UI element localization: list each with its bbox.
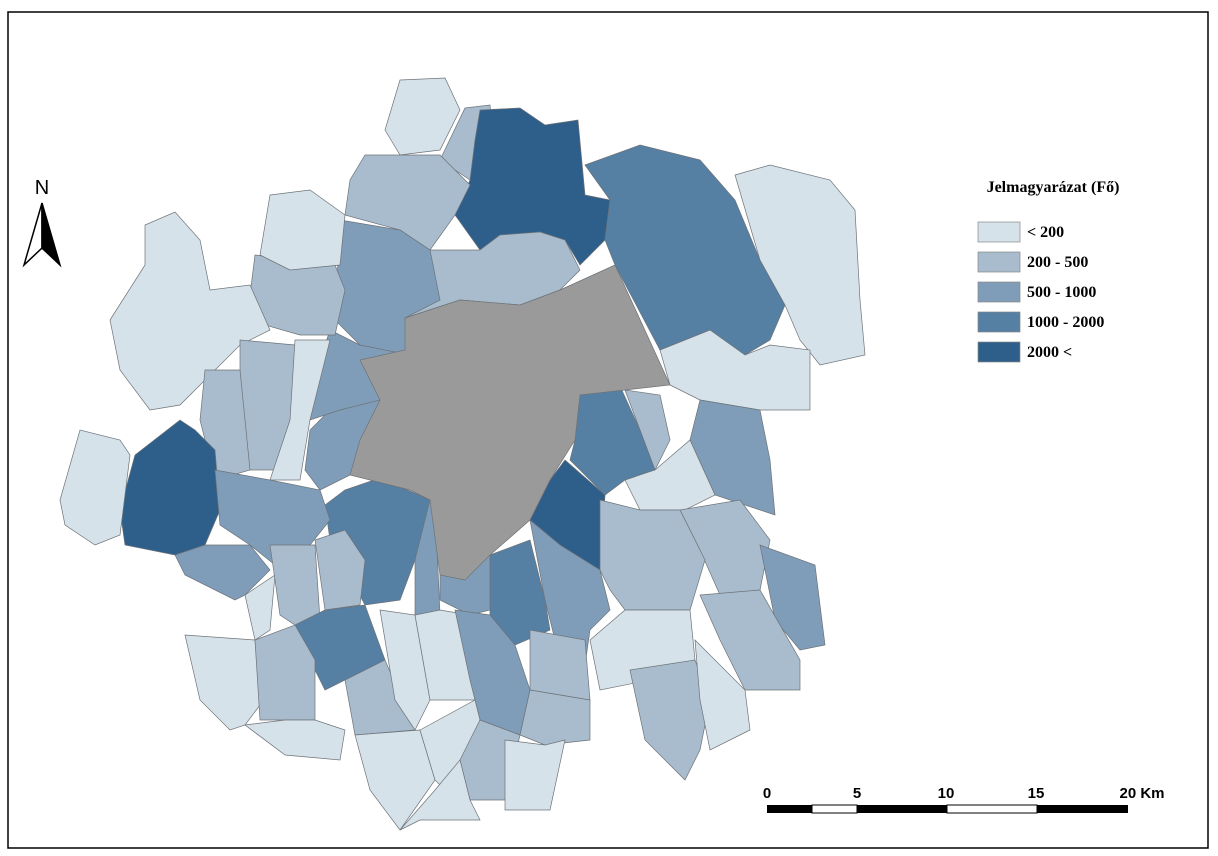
legend-swatch (977, 281, 1021, 303)
municipality (734, 164, 866, 366)
municipality (699, 589, 801, 691)
scale-label: 0 (763, 785, 771, 802)
north-arrow: N (22, 177, 62, 268)
municipality (314, 529, 366, 611)
scale-label: 15 (1028, 785, 1045, 802)
scale-label: 5 (853, 785, 861, 802)
north-label: N (35, 177, 49, 199)
municipality (269, 339, 331, 481)
scale-segment (767, 805, 812, 813)
legend-title: Jelmagyarázat (Fő) (987, 179, 1120, 196)
scale-segment (1037, 805, 1128, 813)
municipality (59, 429, 131, 546)
legend: < 200 200 - 500 500 - 1000 1000 - 2000 2000 … (977, 221, 1104, 363)
municipality (354, 729, 436, 831)
legend-label: 1000 - 2000 (1027, 314, 1104, 331)
municipality (399, 759, 481, 831)
scale-segment (946, 804, 1038, 814)
map-regions (59, 77, 866, 831)
legend-label: < 200 (1027, 224, 1064, 241)
legend-label: 500 - 1000 (1027, 284, 1096, 301)
legend-swatch (977, 311, 1021, 333)
municipality (629, 659, 711, 781)
municipality (624, 389, 671, 471)
legend-label: 200 - 500 (1027, 254, 1088, 271)
municipality (694, 639, 751, 751)
municipality (504, 739, 566, 811)
municipality (109, 211, 271, 411)
municipality (244, 719, 346, 761)
legend-swatch (977, 341, 1021, 363)
scale-label: 10 (938, 785, 955, 802)
north-arrow-right (41, 202, 62, 268)
scale-bar (767, 804, 1128, 814)
municipality (119, 419, 221, 556)
municipality (244, 574, 276, 641)
capital (349, 264, 671, 581)
municipality (259, 189, 346, 271)
municipality (379, 609, 431, 731)
legend-label: 2000 < (1027, 344, 1072, 361)
scale-segment (811, 804, 858, 814)
municipality (529, 629, 591, 701)
scale-labels: 0 5 10 15 20 Km (763, 785, 1165, 802)
municipality (529, 519, 611, 666)
municipality (254, 624, 316, 721)
scale-label: 20 Km (1119, 785, 1164, 802)
municipality (659, 329, 811, 411)
municipality (384, 77, 461, 156)
municipality (759, 544, 826, 651)
legend-swatch (977, 251, 1021, 273)
municipality (519, 689, 591, 746)
municipality (584, 144, 786, 356)
legend-swatch (977, 221, 1021, 243)
municipality (174, 544, 271, 601)
scale-segment (857, 805, 947, 813)
